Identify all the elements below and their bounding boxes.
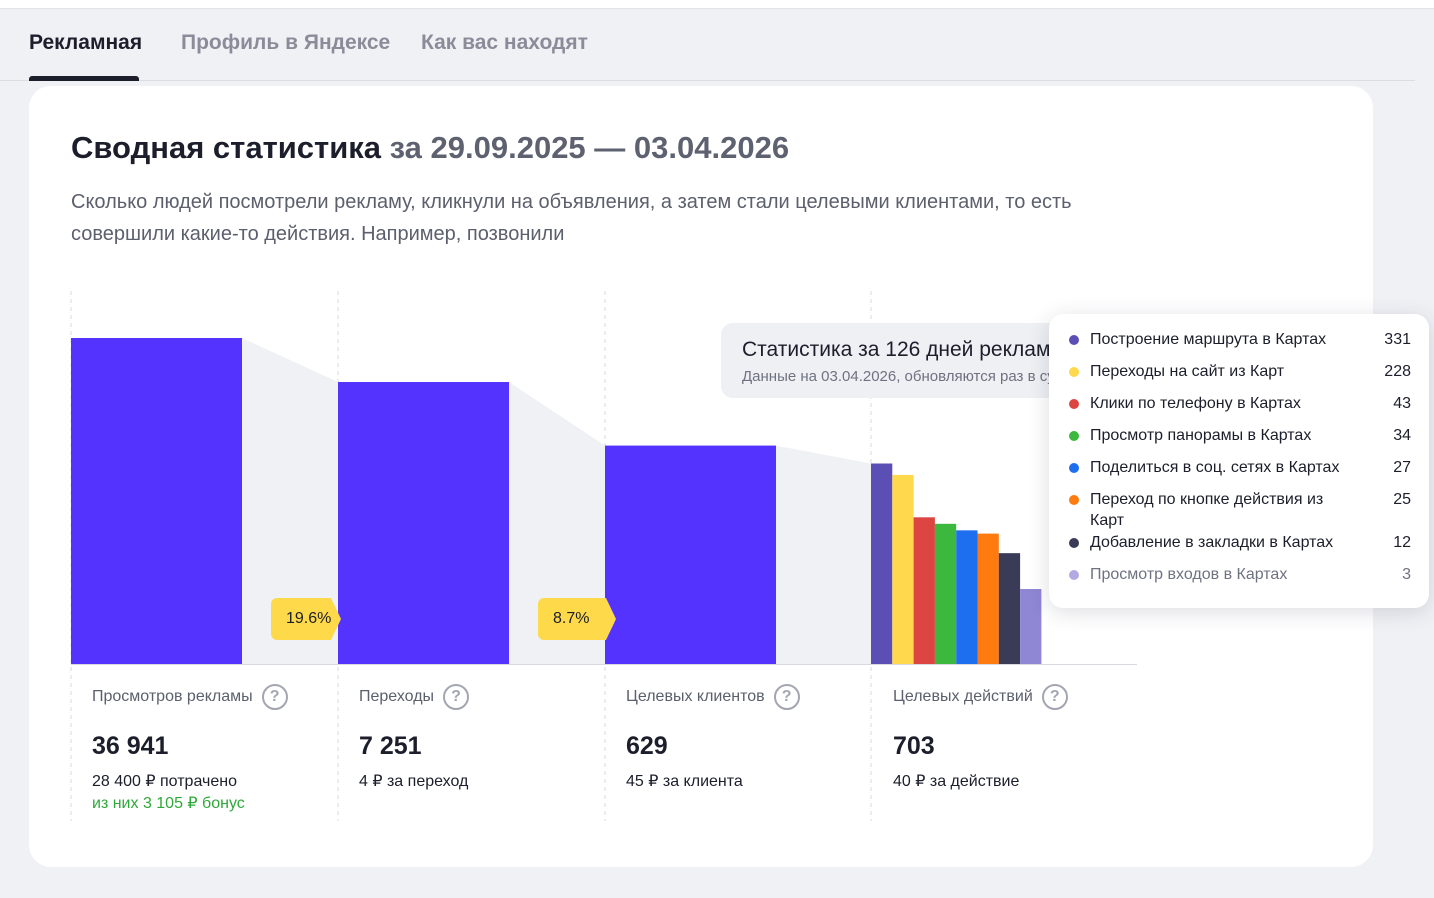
funnel-connector — [509, 382, 605, 664]
legend-value: 43 — [1393, 395, 1411, 412]
tab-bar: Рекламная Профиль в Яндексе Как вас нахо… — [0, 9, 1415, 81]
legend-label: Клики по телефону в Картах — [1090, 395, 1301, 412]
legend-label: Просмотр панорамы в Картах — [1090, 427, 1312, 444]
legend-label: Переходы на сайт из Карт — [1090, 363, 1285, 380]
metric-target-actions: Целевых действий ? 703 40 ₽ за действие — [893, 684, 1068, 791]
legend-value: 228 — [1384, 363, 1411, 380]
stat-panel: Статистика за 126 дней рекламы Данные на… — [721, 323, 1061, 398]
legend-label: Добавление в закладки в Картах — [1090, 534, 1334, 551]
summary-description: Сколько людей посмотрели рекламу, кликну… — [71, 191, 1072, 245]
funnel-connector — [242, 338, 338, 664]
legend-label: Поделиться в соц. сетях в Картах — [1090, 459, 1340, 476]
action-bar — [956, 530, 978, 664]
legend-label: Просмотр входов в Картах — [1090, 566, 1288, 583]
legend-dot — [1069, 495, 1079, 505]
stat-panel-title: Статистика за 126 дней рекламы — [742, 338, 1061, 361]
legend-label: Построение маршрута в Картах — [1090, 331, 1327, 348]
top-strip — [0, 0, 1434, 9]
active-tab-indicator — [29, 76, 139, 81]
metric-bonus: из них 3 105 ₽ бонус — [92, 795, 245, 812]
metric-value: 7 251 — [359, 732, 422, 760]
metric-value: 36 941 — [92, 732, 169, 760]
tab-how-found[interactable]: Как вас находят — [421, 31, 588, 54]
help-icon[interactable]: ? — [261, 684, 288, 710]
conversion-badge-1: 19.6% — [271, 598, 341, 640]
metric-value: 629 — [626, 732, 668, 760]
page-title: Сводная статистика за 29.09.2025 — 03.04… — [71, 130, 789, 166]
metric-sub: 40 ₽ за действие — [893, 773, 1020, 790]
legend-dot — [1069, 463, 1079, 473]
metric-label: Целевых действий — [893, 688, 1033, 705]
funnel-bar — [338, 382, 509, 664]
metric-clicks: Переходы ? 7 251 4 ₽ за переход — [359, 684, 470, 791]
legend-dot — [1069, 538, 1079, 548]
legend-dot — [1069, 570, 1079, 580]
legend-value: 12 — [1393, 534, 1411, 551]
action-bar — [977, 533, 999, 664]
help-icon[interactable]: ? — [773, 684, 800, 710]
metric-value: 703 — [893, 732, 935, 760]
metric-label: Целевых клиентов — [626, 688, 765, 705]
funnel-bar — [71, 338, 242, 664]
tab-yandex-profile[interactable]: Профиль в Яндексе — [181, 31, 391, 54]
metric-label: Переходы — [359, 688, 435, 705]
legend-value: 25 — [1393, 491, 1411, 508]
conversion-badge-2: 8.7% — [538, 598, 616, 640]
action-bar — [934, 523, 957, 664]
metric-views: Просмотров рекламы ? 36 941 28 400 ₽ пот… — [92, 684, 288, 813]
help-icon[interactable]: ? — [1041, 684, 1068, 710]
funnel-chart — [70, 291, 1137, 821]
metric-sub: 28 400 ₽ потрачено — [92, 773, 237, 790]
legend-value: 27 — [1393, 459, 1411, 476]
legend-dot — [1069, 335, 1079, 345]
action-bar — [913, 517, 935, 664]
action-bar — [871, 463, 893, 664]
action-bar — [892, 474, 914, 664]
legend-dot — [1069, 399, 1079, 409]
funnel-connector — [776, 445, 871, 664]
legend-dot — [1069, 431, 1079, 441]
tab-advertising[interactable]: Рекламная — [29, 31, 143, 54]
title-text: Сводная статистика — [71, 130, 382, 165]
metric-sub: 45 ₽ за клиента — [626, 773, 743, 790]
metric-sub: 4 ₽ за переход — [359, 773, 469, 790]
metric-label: Просмотров рекламы — [92, 688, 253, 705]
stat-panel-subtitle: Данные на 03.04.2026, обновляются раз в … — [742, 368, 1061, 385]
help-icon[interactable]: ? — [443, 684, 470, 710]
legend-label: Переход по кнопке действия из Карт — [1090, 491, 1324, 529]
actions-legend-popup: Построение маршрута в Картах 331 Переход… — [1049, 314, 1429, 608]
action-bar — [998, 553, 1021, 664]
legend-value: 331 — [1384, 331, 1411, 348]
legend-value: 34 — [1393, 427, 1411, 444]
title-period: за 29.09.2025 — 03.04.2026 — [389, 130, 790, 165]
metric-target-clients: Целевых клиентов ? 629 45 ₽ за клиента — [626, 684, 800, 791]
action-bar — [1020, 589, 1042, 664]
legend-dot — [1069, 367, 1079, 377]
funnel-bar — [605, 445, 776, 664]
legend-value: 3 — [1402, 566, 1411, 583]
